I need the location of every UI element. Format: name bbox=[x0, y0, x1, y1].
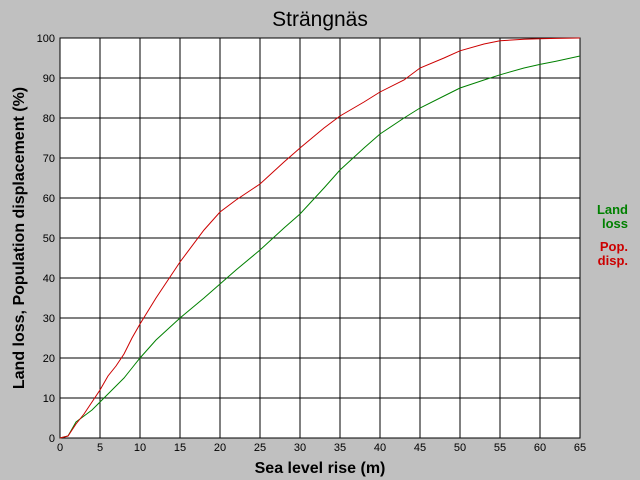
x-tick-label: 40 bbox=[374, 442, 386, 454]
x-tick-label: 15 bbox=[174, 442, 186, 454]
chart-title: Strängnäs bbox=[272, 8, 368, 31]
y-tick-label: 10 bbox=[43, 393, 55, 405]
legend-entry-land-loss: Land bbox=[597, 202, 628, 217]
y-tick-label: 80 bbox=[43, 113, 55, 125]
y-tick-label: 90 bbox=[43, 73, 55, 85]
x-tick-label: 0 bbox=[57, 442, 63, 454]
x-axis-label: Sea level rise (m) bbox=[255, 460, 386, 477]
x-tick-label: 10 bbox=[134, 442, 146, 454]
x-tick-label: 55 bbox=[494, 442, 506, 454]
y-tick-label: 70 bbox=[43, 153, 55, 165]
y-tick-label: 0 bbox=[49, 433, 55, 445]
y-axis-label: Land loss, Population displacement (%) bbox=[11, 87, 28, 389]
grid bbox=[59, 37, 581, 439]
tick-labels: 0 5 10 15 20 25 30 35 40 45 50 55 60 65 0 10 20 30 40 50 60 7… bbox=[37, 33, 586, 454]
series-line-land-loss bbox=[59, 55, 581, 439]
legend-entry-land-loss: loss bbox=[602, 216, 628, 231]
y-tick-label: 100 bbox=[37, 33, 55, 45]
y-tick-label: 40 bbox=[43, 273, 55, 285]
x-tick-label: 45 bbox=[414, 442, 426, 454]
x-tick-label: 20 bbox=[214, 442, 226, 454]
series-layer bbox=[59, 37, 581, 439]
x-tick-label: 50 bbox=[454, 442, 466, 454]
series-line-pop-disp bbox=[59, 37, 581, 439]
x-tick-label: 60 bbox=[534, 442, 546, 454]
x-tick-label: 65 bbox=[574, 442, 586, 454]
x-tick-label: 35 bbox=[334, 442, 346, 454]
y-tick-label: 50 bbox=[43, 233, 55, 245]
y-tick-label: 20 bbox=[43, 353, 55, 365]
x-tick-label: 30 bbox=[294, 442, 306, 454]
x-tick-label: 25 bbox=[254, 442, 266, 454]
legend-entry-pop-disp: disp. bbox=[598, 253, 628, 268]
x-tick-label: 5 bbox=[97, 442, 103, 454]
y-tick-label: 30 bbox=[43, 313, 55, 325]
legend-entry-pop-disp: Pop. bbox=[600, 239, 628, 254]
y-tick-label: 60 bbox=[43, 193, 55, 205]
